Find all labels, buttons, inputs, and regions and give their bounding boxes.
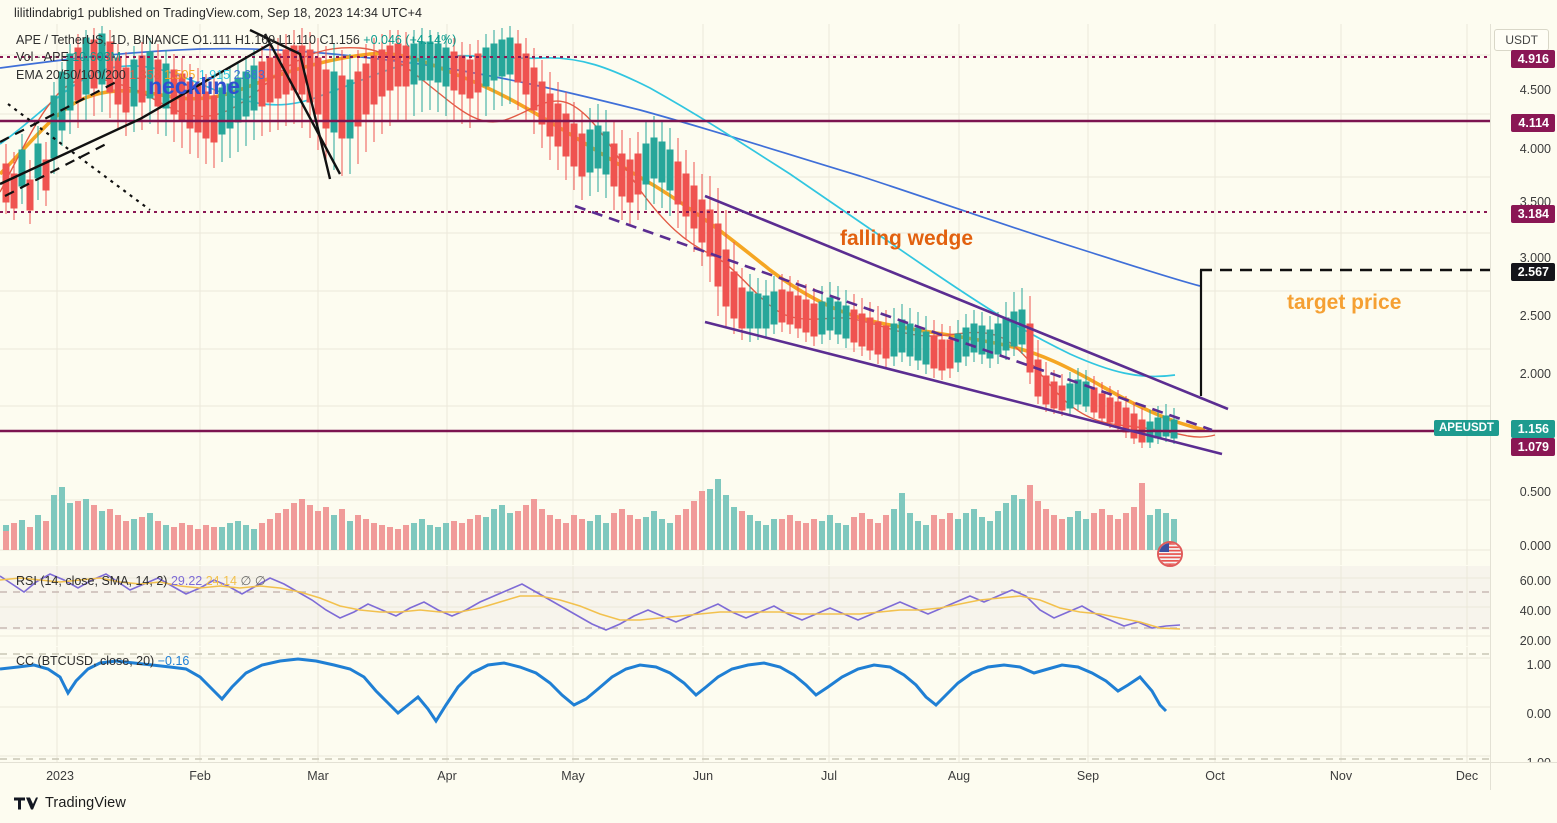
axis-tick-4000: 4.000 xyxy=(1519,142,1551,156)
rsi-value: 29.22 xyxy=(170,574,203,588)
falling-wedge-drawing xyxy=(574,194,1229,456)
us-flag-icon[interactable] xyxy=(1157,541,1183,567)
rsi-pane[interactable] xyxy=(0,566,1490,646)
main-symbol-legend[interactable]: APE / TetherUS, 1D, BINANCE O1.111 H1.16… xyxy=(16,33,456,47)
price-tag-4916[interactable]: 4.916 xyxy=(1510,50,1555,68)
ema200-value: 2.683 xyxy=(233,68,265,82)
axis-tick-rsi-60: 60.00 xyxy=(1519,574,1551,588)
rsi-upper-band-value: ∅ xyxy=(240,574,252,588)
annotation-falling-wedge: falling wedge xyxy=(840,227,974,250)
rsi-sma-value: 24.14 xyxy=(205,574,237,588)
axis-tick-rsi-20: 20.00 xyxy=(1519,634,1551,648)
axis-tick-4500: 4.500 xyxy=(1519,83,1551,97)
time-label-mar: Mar xyxy=(307,769,329,783)
ohlc-high: H1.169 xyxy=(234,33,276,47)
time-label-feb: Feb xyxy=(189,769,211,783)
cc-line xyxy=(0,657,1168,724)
cc-value: −0.16 xyxy=(157,654,190,668)
ema-label: EMA 20/50/100/200 xyxy=(16,68,126,82)
volume-pane[interactable] xyxy=(0,465,1490,565)
time-label-may: May xyxy=(561,769,585,783)
tradingview-brand: TradingView xyxy=(45,795,126,811)
symbol-label: APE / TetherUS, 1D, BINANCE xyxy=(16,33,189,47)
price-chart-canvas xyxy=(0,24,1490,465)
rsi-lower-band-value: ∅ xyxy=(254,574,266,588)
volume-label: Vol · APE xyxy=(16,50,69,64)
axis-tick-2500: 2.500 xyxy=(1519,309,1551,323)
time-label-aug: Aug xyxy=(947,769,971,783)
cc-pane[interactable] xyxy=(0,647,1490,762)
axis-tick-0000: 0.000 xyxy=(1519,539,1551,553)
volume-chart-canvas xyxy=(0,465,1490,565)
target-price-drawing xyxy=(1199,268,1490,396)
ohlc-open: O1.111 xyxy=(192,33,232,47)
volume-value: 10.603M xyxy=(72,50,121,64)
us-flag-glyph xyxy=(1159,543,1181,565)
rsi-label: RSI (14, close, SMA, 14, 2) xyxy=(16,574,168,588)
volume-legend[interactable]: Vol · APE 10.603M xyxy=(16,50,121,64)
ohlc-close: C1.156 xyxy=(319,33,360,47)
time-axis[interactable]: 2023 Feb Mar Apr May Jun Jul Aug Sep Oct… xyxy=(0,762,1490,790)
ema100-value: 1.915 xyxy=(198,68,231,82)
price-tag-last[interactable]: 1.156 xyxy=(1510,420,1555,438)
ohlc-low: L1.110 xyxy=(278,33,316,47)
axis-tick-2000: 2.000 xyxy=(1519,367,1551,381)
axis-tick-rsi-40: 40.00 xyxy=(1519,604,1551,618)
rsi-shaded-band xyxy=(0,566,1490,630)
price-tag-3184[interactable]: 3.184 xyxy=(1510,205,1555,223)
price-axis[interactable]: USDT 4.500 4.000 3.500 3.000 2.500 2.000… xyxy=(1490,24,1557,770)
rsi-line xyxy=(0,573,1181,631)
rsi-legend[interactable]: RSI (14, close, SMA, 14, 2) 29.22 24.14 … xyxy=(16,573,266,588)
time-label-apr: Apr xyxy=(437,769,457,783)
axis-tick-0500: 0.500 xyxy=(1519,485,1551,499)
cc-label: CC (BTCUSD, close, 20) xyxy=(16,654,155,668)
price-pane[interactable] xyxy=(0,24,1490,465)
price-tag-1079[interactable]: 1.079 xyxy=(1510,438,1555,456)
time-label-2023: 2023 xyxy=(46,769,74,783)
cc-chart-canvas xyxy=(0,647,1490,762)
axis-corner xyxy=(1490,762,1557,790)
rsi-sma-line xyxy=(0,577,1181,630)
time-label-sep: Sep xyxy=(1076,769,1100,783)
ohlc-change: +0.046 (+4.14%) xyxy=(363,33,457,47)
axis-tick-cc-1: 1.00 xyxy=(1526,658,1551,672)
ticker-badge[interactable]: APEUSDT xyxy=(1434,420,1499,436)
cc-legend[interactable]: CC (BTCUSD, close, 20) −0.16 xyxy=(16,654,189,668)
annotation-neckline: neckline xyxy=(148,73,241,99)
time-label-dec: Dec xyxy=(1455,769,1479,783)
rsi-chart-canvas xyxy=(0,566,1490,646)
footer[interactable]: TradingView xyxy=(14,795,126,811)
neckline-drawings xyxy=(0,28,342,211)
price-tag-4114[interactable]: 4.114 xyxy=(1511,114,1555,132)
price-tag-2567[interactable]: 2.567 xyxy=(1510,263,1555,281)
axis-tick-cc-0: 0.00 xyxy=(1526,707,1551,721)
ema20-value: 1.358 xyxy=(129,68,161,82)
time-label-oct: Oct xyxy=(1205,769,1225,783)
tradingview-logo-icon xyxy=(14,797,38,809)
ema200-line xyxy=(0,47,1201,287)
annotation-target-price: target price xyxy=(1287,291,1402,314)
ema100-line xyxy=(0,54,1176,378)
publication-byline: lilitlindabrig1 published on TradingView… xyxy=(14,6,423,20)
time-label-jun: Jun xyxy=(692,769,714,783)
volume-bars xyxy=(3,479,1177,550)
time-label-nov: Nov xyxy=(1329,769,1353,783)
ema-legend[interactable]: EMA 20/50/100/200 1.358 1.505 1.915 2.68… xyxy=(16,68,265,82)
axis-tick-3000: 3.000 xyxy=(1519,251,1551,265)
currency-chip[interactable]: USDT xyxy=(1494,29,1549,51)
time-label-jul: Jul xyxy=(821,769,837,783)
candlestick-series xyxy=(2,26,1178,448)
ema50-value: 1.505 xyxy=(164,68,196,82)
